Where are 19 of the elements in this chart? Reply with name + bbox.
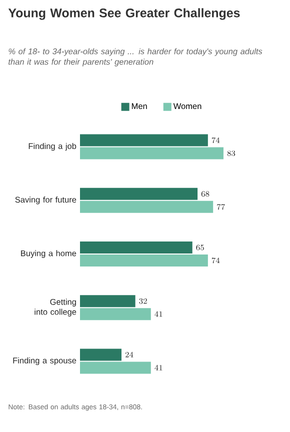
- bar: [80, 308, 151, 320]
- chart-subtitle: % of 18- to 34-year-olds saying ... is harder for today's young adults than it was for their parents' generation: [8, 48, 262, 66]
- bar: [80, 147, 224, 160]
- y-tick-label: Saving for future: [15, 196, 76, 204]
- y-tick-label: Finding a spouse: [13, 357, 76, 366]
- bar: [80, 134, 208, 146]
- chart-title: Young Women See Greater Challenges: [8, 8, 240, 20]
- bar: [80, 242, 192, 254]
- bar: [80, 254, 208, 267]
- y-tick-label: Buying a home: [21, 250, 76, 258]
- bar: [80, 200, 214, 213]
- bar: [80, 188, 198, 200]
- bar: [80, 295, 136, 308]
- y-tick-label: Finding a job: [28, 142, 76, 151]
- y-tick-label: Getting into college: [34, 298, 76, 316]
- bar: [80, 362, 151, 374]
- bar: [80, 348, 122, 361]
- legend-label: Women: [173, 103, 202, 110]
- legend-label: Men: [132, 103, 147, 110]
